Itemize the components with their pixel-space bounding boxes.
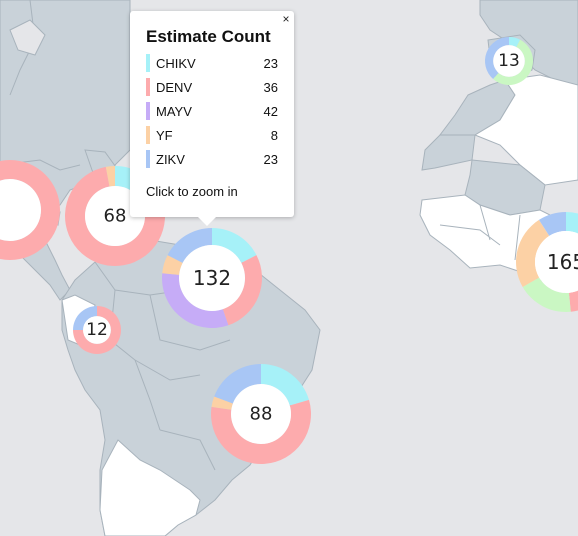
legend-name: YF (156, 128, 173, 143)
donut-center (83, 316, 111, 344)
donut-segment-yf (162, 255, 183, 275)
popup-row-zikv: ZIKV 23 (146, 149, 278, 169)
popup-row-mayv: MAYV 42 (146, 101, 278, 121)
legend-count: 8 (270, 128, 278, 143)
donut-segment-chikv (212, 228, 257, 263)
cluster-count-label: 132 (193, 266, 231, 290)
donut-segment-chikv (509, 37, 521, 47)
legend-count: 42 (263, 104, 278, 119)
donut-center (0, 179, 41, 241)
land-west-sahara (421, 134, 476, 171)
popup-footer: Click to zoom in (146, 184, 238, 199)
cluster-donut (0, 160, 60, 260)
legend-count: 23 (263, 152, 278, 167)
legend-name: MAYV (156, 104, 192, 119)
legend-swatch (146, 78, 150, 96)
donut-center (231, 384, 291, 444)
donut-segment-denv (73, 306, 121, 354)
land-lakes (9, 19, 46, 56)
donut-segment-denv (211, 399, 311, 464)
donut-segment-zikv (167, 228, 212, 263)
donut-segment-other (522, 277, 571, 312)
donut-segment-zikv (485, 37, 509, 79)
land-south-america-borders (94, 261, 231, 471)
donut-segment-mayv (162, 273, 229, 328)
cluster-marker-12[interactable]: 12 (73, 306, 121, 354)
land-southern-cone (99, 439, 201, 536)
legend-swatch (146, 54, 150, 72)
donut-segment-denv (0, 160, 60, 260)
donut-segment-yf (516, 219, 550, 287)
cluster-count-label: 13 (498, 51, 520, 71)
legend-swatch (146, 150, 150, 168)
cluster-marker-132[interactable]: 132 (162, 228, 262, 328)
popup-row-denv: DENV 36 (146, 77, 278, 97)
cluster-marker-13[interactable]: 13 (485, 37, 533, 86)
donut-center (535, 231, 578, 293)
cluster-marker-88[interactable]: 88 (211, 364, 311, 464)
legend-swatch (146, 102, 150, 120)
donut-center (179, 245, 245, 311)
donut-segment-zikv (73, 306, 97, 330)
donut-segment-yf (211, 396, 233, 410)
legend-count: 36 (263, 80, 278, 95)
cluster-marker-165[interactable]: 165 (516, 212, 578, 312)
cluster-count-label: 12 (86, 320, 108, 340)
cluster-marker-edge[interactable] (0, 160, 60, 260)
popup-title: Estimate Count (146, 27, 271, 46)
legend-name: DENV (156, 80, 193, 95)
donut-segment-chikv (261, 364, 309, 406)
cluster-donut: 12 (73, 306, 121, 354)
legend-name: CHIKV (156, 56, 196, 71)
cluster-count-label: 88 (250, 404, 273, 425)
donut-segment-yf (105, 166, 115, 187)
cluster-popup: × Estimate Count CHIKV 23 DENV 36 MAYV 42 YF 8 Z… (130, 11, 294, 226)
cluster-donut: 132 (162, 228, 262, 328)
donut-segment-denv (568, 290, 578, 312)
land-west-africa-borders (439, 204, 521, 261)
cluster-count-label: 165 (547, 250, 578, 274)
popup-close-button[interactable]: × (282, 12, 290, 26)
donut-segment-denv (222, 255, 262, 326)
donut-segment-other (493, 39, 533, 86)
legend-swatch (146, 126, 150, 144)
popup-tip (198, 217, 216, 226)
popup-row-chikv: CHIKV 23 (146, 53, 278, 73)
donut-segment-chikv (566, 212, 578, 234)
donut-center (493, 45, 525, 77)
donut-segment-zikv (214, 364, 261, 404)
cluster-donut: 13 (485, 37, 533, 86)
legend-count: 23 (263, 56, 278, 71)
cluster-donut: 88 (211, 364, 311, 464)
legend-name: ZIKV (156, 152, 185, 167)
popup-row-yf: YF 8 (146, 125, 278, 145)
cluster-donut: 165 (516, 212, 578, 312)
cluster-count-label: 68 (104, 206, 127, 227)
donut-segment-zikv (538, 212, 566, 236)
